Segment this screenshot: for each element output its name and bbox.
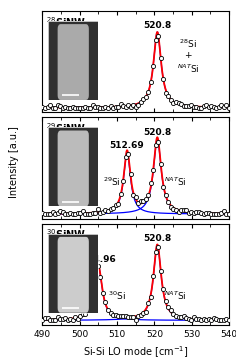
Text: 520.8: 520.8 — [143, 128, 171, 137]
Text: $^{NAT}$Si: $^{NAT}$Si — [164, 290, 186, 303]
Text: 512.69: 512.69 — [110, 142, 144, 151]
Text: $^{28}$SiNW: $^{28}$SiNW — [46, 15, 86, 29]
Text: $^{30}$Si: $^{30}$Si — [108, 290, 126, 303]
Text: 504.96: 504.96 — [81, 256, 116, 264]
Text: $^{30}$SiNW: $^{30}$SiNW — [46, 228, 86, 242]
X-axis label: Si-Si LO mode [cm$^{-1}$]: Si-Si LO mode [cm$^{-1}$] — [83, 344, 189, 360]
Text: $^{NAT}$Si: $^{NAT}$Si — [164, 176, 186, 188]
Text: Intensity [a.u.]: Intensity [a.u.] — [9, 126, 19, 199]
Text: 520.8: 520.8 — [143, 234, 171, 243]
Text: $^{28}$Si
+
$^{NAT}$Si: $^{28}$Si + $^{NAT}$Si — [177, 38, 199, 75]
Text: $^{29}$SiNW: $^{29}$SiNW — [46, 121, 86, 135]
Text: $^{29}$Si: $^{29}$Si — [103, 176, 120, 188]
Text: 520.8: 520.8 — [143, 22, 171, 30]
